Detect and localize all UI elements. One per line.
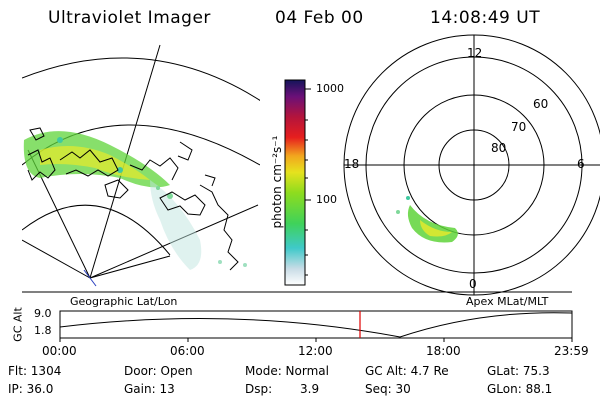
left-panel-caption: Geographic Lat/Lon <box>70 295 178 308</box>
status-dsp-label: Dsp: <box>245 382 273 396</box>
status-seq: Seq: 30 <box>365 382 411 396</box>
status-ip: IP: 36.0 <box>8 382 54 396</box>
mlt-label-18: 18 <box>344 157 360 171</box>
coastline <box>27 127 239 271</box>
mlt-label-0: 0 <box>469 277 477 291</box>
timeline-xtick-0000: 00:00 <box>42 344 77 358</box>
colorbar-unit-label: photon cm⁻²s⁻¹ <box>270 135 284 229</box>
status-glon: GLon: 88.1 <box>487 382 553 396</box>
date-label: 04 Feb 00 <box>275 8 364 28</box>
colorbar <box>284 79 311 286</box>
mlt-label-12: 12 <box>467 46 483 60</box>
timeline-ylabel: GC Alt <box>11 307 25 342</box>
lat-label-80: 80 <box>491 141 507 155</box>
status-mode: Mode: Normal <box>245 364 329 378</box>
instrument-title: Ultraviolet Imager <box>48 8 211 28</box>
status-flt: Flt: 1304 <box>8 364 62 378</box>
lat-label-70: 70 <box>511 120 527 134</box>
aurora-emission <box>23 131 247 270</box>
status-gain: Gain: 13 <box>124 382 175 396</box>
status-dsp-value: 3.9 <box>300 382 320 396</box>
colorbar-tick-100: 100 <box>316 193 337 206</box>
time-label: 14:08:49 UT <box>430 8 541 28</box>
status-glat: GLat: 75.3 <box>487 364 550 378</box>
lat-label-60: 60 <box>533 97 549 111</box>
altitude-timeline <box>59 310 573 342</box>
timeline-xtick-1800: 18:00 <box>426 344 461 358</box>
timeline-ytick-9: 9.0 <box>34 307 52 320</box>
status-door: Door: Open <box>124 364 193 378</box>
colorbar-tick-1000: 1000 <box>316 82 344 95</box>
timeline-xtick-0600: 06:00 <box>170 344 205 358</box>
timeline-ytick-1.8: 1.8 <box>34 324 52 337</box>
status-gcalt: GC Alt: 4.7 Re <box>365 364 449 378</box>
timeline-xtick-1200: 12:00 <box>298 344 333 358</box>
geographic-map <box>22 44 260 287</box>
mlt-label-6: 6 <box>577 157 585 171</box>
right-panel-caption: Apex MLat/MLT <box>466 295 549 308</box>
polar-aurora <box>396 196 458 243</box>
timeline-xtick-2359: 23:59 <box>554 344 589 358</box>
polar-plot <box>343 34 600 296</box>
